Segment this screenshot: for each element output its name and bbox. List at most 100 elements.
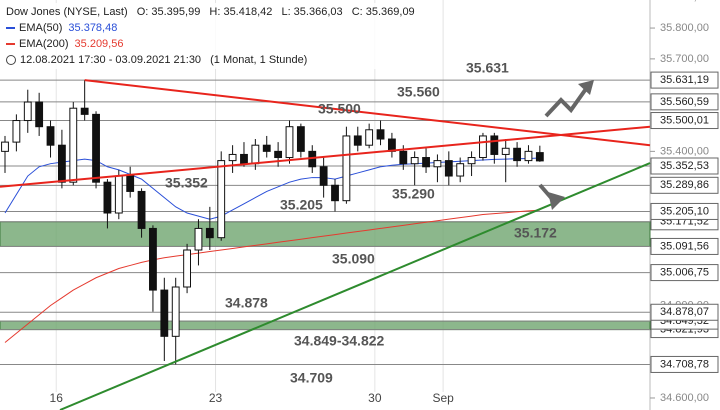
y-tick-label: 35.900,00 [660,0,709,3]
annotation: 34.709 [290,370,333,386]
level-label: 35.352,53 [660,160,709,172]
legend-row: EMA(200) 35.209,56 [6,36,415,52]
level-label: 35.289,86 [660,179,709,191]
candle-body [183,249,191,288]
level-label-box [650,202,719,220]
candle-body [399,150,408,165]
candle-body [285,126,294,159]
x-tick-label: 23 [209,391,223,405]
trendline [84,79,651,147]
candle-body [433,160,442,168]
legend-value: 35.378,48 [68,22,118,34]
candle-body [319,166,328,186]
candle-body [103,181,112,214]
candle-body [160,289,169,337]
candle-body [240,153,248,165]
y-tick-label: 35.800,00 [660,22,709,34]
candle-body [126,175,135,192]
candle-body [365,129,374,146]
ohlc: C: 35.369,09 [351,6,415,18]
annotation: 35.352 [165,175,208,191]
candle-body [513,147,522,162]
candle-body [12,120,21,143]
level-label-box [650,176,719,194]
legend-name: EMA(200) [19,38,69,50]
candle-body [194,227,203,251]
legend-row: Dow Jones (NYSE, Last) O: 35.395,99 H: 3… [6,4,415,20]
candle-body [535,152,544,162]
ohlc: H: 35.418,42 [209,6,273,18]
candle-body [490,135,499,155]
candle-body [1,141,9,152]
candle-body [524,150,533,162]
level-label: 35.631,19 [660,74,709,86]
candle-body [353,135,362,146]
zone [0,320,651,331]
arrow-head [548,192,565,210]
period: 12.08.2021 17:30 - 03.09.2021 21:30 [20,54,202,66]
candle-body [444,160,453,177]
y-tick-label: 35.400,00 [660,145,709,157]
candle-body [217,160,226,239]
level-label: 35.205,10 [660,205,709,217]
candle-body [262,144,271,152]
candle-body [69,107,78,183]
y-tick-label: 35.700,00 [660,53,709,65]
candle-body [46,126,55,146]
ohlc: L: 35.366,03 [281,6,343,18]
zone [0,221,651,247]
candle-body [171,286,180,337]
candle-body [467,157,476,165]
level-label-box [650,264,719,282]
annotation: 35.205 [280,197,323,213]
arrows [538,80,594,210]
annotation: 35.172 [514,225,557,241]
candle-body [296,126,305,152]
candle-body [331,184,339,202]
candle-body [376,129,385,140]
level-label-box [650,93,719,111]
swatch [6,27,15,30]
x-tick-label: 16 [50,391,64,405]
candle-body [228,153,237,162]
candle-body [205,227,214,239]
candle-body [35,101,44,128]
legend-row: 12.08.2021 17:30 - 03.09.2021 21:30 (1 M… [6,52,415,68]
annotation: 35.631 [466,60,509,76]
level-label: 35.500,01 [660,114,709,126]
legend: Dow Jones (NYSE, Last) O: 35.395,99 H: 3… [2,3,419,69]
candle-body [114,175,123,214]
candle-body [23,101,32,122]
y-tick-label: 34.600,00 [660,392,709,404]
candle-body [80,107,89,115]
legend-row: EMA(50) 35.378,48 [6,20,415,36]
annotation: 35.290 [392,186,435,202]
candle-body [422,157,430,168]
x-tick-label: 30 [368,391,382,405]
level-label-box [650,237,719,255]
candle-body [456,163,465,177]
legend-value: 35.209,56 [74,38,124,50]
level-label-box [650,157,719,175]
clock-icon [6,55,16,66]
level-label-box [650,71,719,89]
candle-body [410,157,419,165]
candle-body [149,227,157,291]
candle-body [251,144,260,165]
trendline [0,125,651,188]
candle-body [501,147,510,155]
level-label: 34.708,78 [660,358,709,370]
arrow-head [578,80,594,95]
level-label-box [650,112,719,130]
candle-body [92,113,100,183]
level-label: 35.006,75 [660,266,709,278]
level-label: 34.878,07 [660,306,709,318]
up-arrow [544,84,590,118]
level-label-box [650,303,719,321]
period-note: (1 Monat, 1 Stunde) [210,54,308,66]
ohlc: O: 35.395,99 [136,6,201,18]
ema-line [4,209,540,343]
legend-name: EMA(50) [19,22,63,34]
annotation: 35.560 [397,84,440,100]
